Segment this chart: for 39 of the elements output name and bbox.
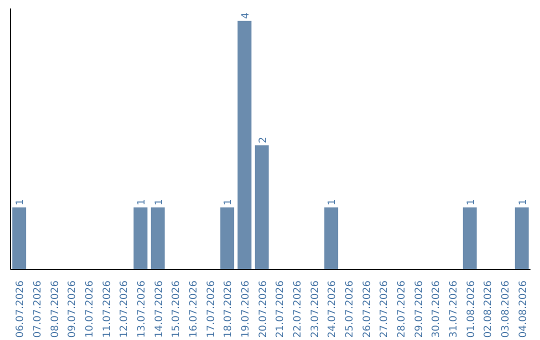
data-label: 1 [136, 198, 148, 206]
data-label: 4 [240, 12, 252, 19]
x-tick-label: 18.07.2026 [223, 280, 234, 338]
x-tick-label: 03.08.2026 [500, 280, 512, 338]
x-tick-label: 19.07.2026 [240, 280, 252, 338]
x-tick-label: 30.07.2026 [431, 280, 442, 338]
x-tick-label: 06.07.2026 [15, 280, 26, 338]
data-label: 1 [223, 198, 234, 206]
x-tick-label: 28.07.2026 [396, 280, 408, 338]
x-tick-label: 16.07.2026 [188, 280, 200, 338]
x-tick-label: 27.07.2026 [379, 280, 390, 338]
x-tick-label: 17.07.2026 [206, 280, 217, 338]
x-tick-label: 25.07.2026 [344, 280, 356, 338]
x-tick-label: 02.08.2026 [483, 280, 494, 338]
x-tick-label: 24.07.2026 [327, 280, 338, 338]
x-tick-label: 07.07.2026 [32, 280, 44, 338]
x-tick-label: 23.07.2026 [310, 280, 321, 338]
data-label: 1 [518, 198, 529, 206]
x-tick-label: 21.07.2026 [275, 280, 286, 338]
x-tick-label: 10.07.2026 [84, 280, 96, 338]
x-tick-label: 26.07.2026 [362, 280, 373, 338]
x-tick-label: 04.08.2026 [518, 280, 529, 338]
x-tick-label: 08.07.2026 [50, 280, 61, 338]
data-label: 1 [466, 198, 477, 206]
x-tick-label: 13.07.2026 [136, 280, 148, 338]
data-label: 1 [15, 198, 26, 206]
x-tick-label: 09.07.2026 [67, 280, 78, 338]
x-tick-label: 15.07.2026 [171, 280, 182, 338]
data-label: 1 [327, 198, 338, 206]
x-tick-label: 31.07.2026 [448, 280, 460, 338]
data-label: 1 [154, 198, 165, 206]
x-tick-label: 01.08.2026 [466, 280, 477, 338]
x-tick-label: 11.07.2026 [102, 280, 113, 338]
x-tick-label: 20.07.2026 [258, 280, 269, 338]
data-label: 2 [258, 136, 269, 144]
x-tick-label: 14.07.2026 [154, 280, 165, 338]
x-tick-label: 29.07.2026 [414, 280, 425, 338]
x-tick-label: 22.07.2026 [292, 280, 304, 338]
x-tick-label: 12.07.2026 [119, 280, 130, 338]
